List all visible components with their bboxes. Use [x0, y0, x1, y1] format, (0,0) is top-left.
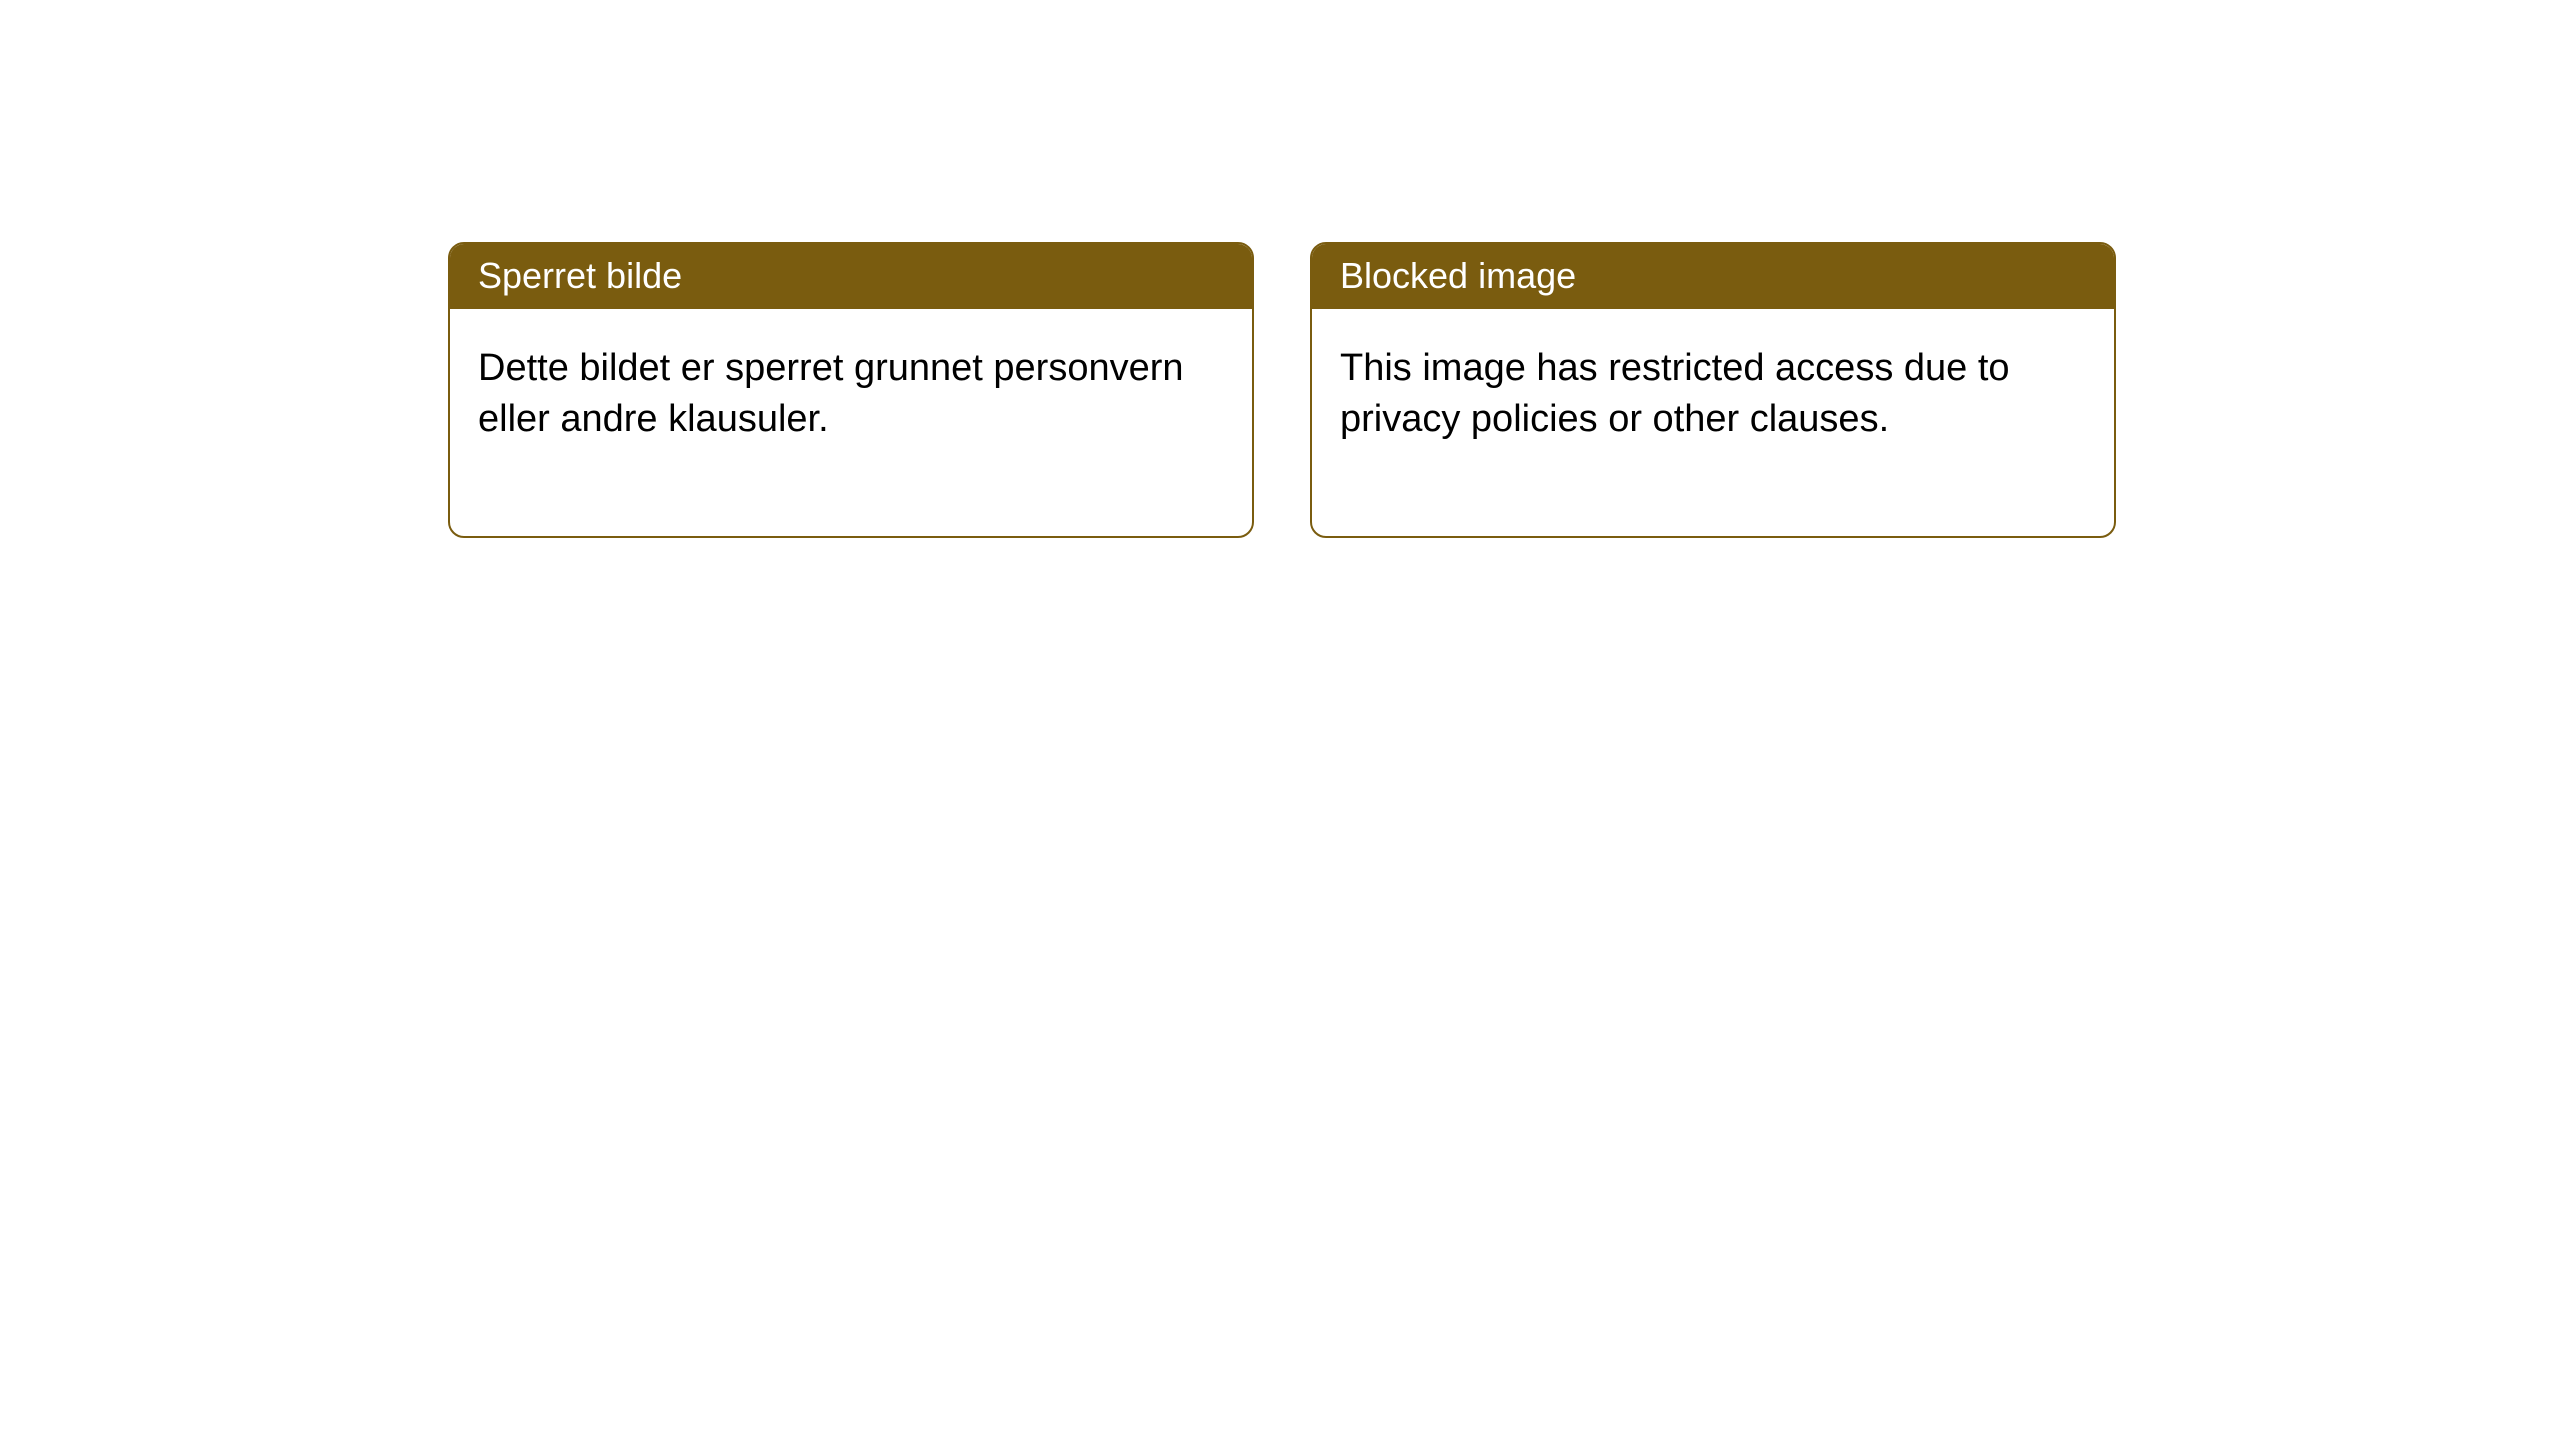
notice-body: This image has restricted access due to …: [1312, 309, 2114, 536]
notice-header: Blocked image: [1312, 244, 2114, 309]
notice-box-norwegian: Sperret bilde Dette bildet er sperret gr…: [448, 242, 1254, 538]
notice-container: Sperret bilde Dette bildet er sperret gr…: [0, 0, 2560, 538]
notice-box-english: Blocked image This image has restricted …: [1310, 242, 2116, 538]
notice-body: Dette bildet er sperret grunnet personve…: [450, 309, 1252, 536]
notice-header: Sperret bilde: [450, 244, 1252, 309]
